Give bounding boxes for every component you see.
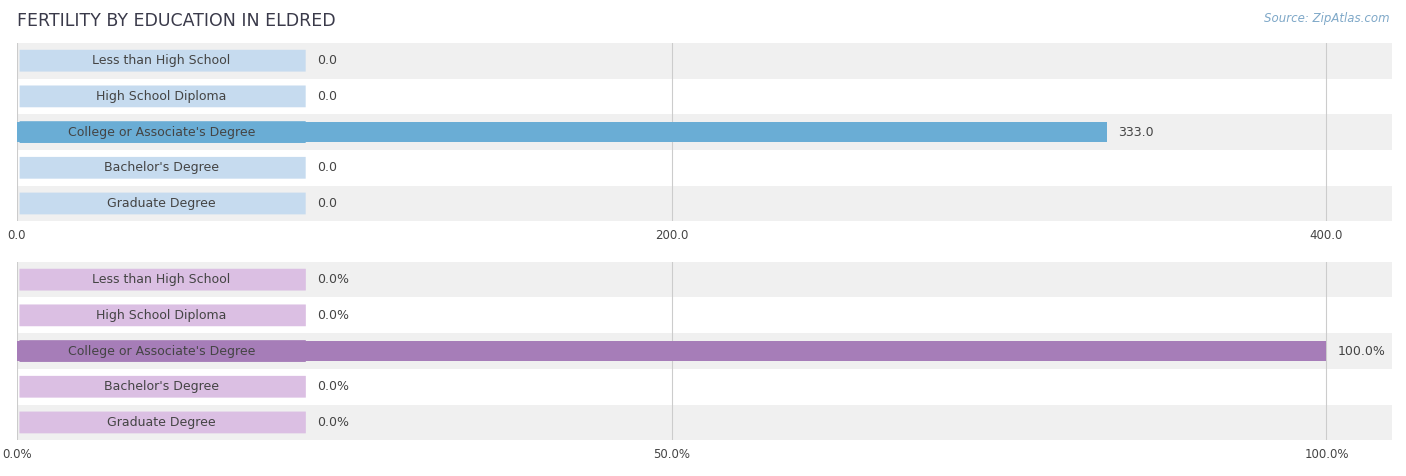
Text: College or Associate's Degree: College or Associate's Degree [67,126,254,139]
Text: 0.0: 0.0 [316,90,336,103]
Text: Graduate Degree: Graduate Degree [107,197,215,210]
Bar [17,405,1406,440]
Text: 0.0: 0.0 [316,161,336,174]
FancyBboxPatch shape [20,86,305,107]
Bar [17,262,1406,298]
Bar [17,298,1406,333]
Text: Bachelor's Degree: Bachelor's Degree [104,161,219,174]
Text: 0.0%: 0.0% [316,273,349,286]
Text: Less than High School: Less than High School [93,54,231,67]
Text: 333.0: 333.0 [1118,126,1154,139]
FancyBboxPatch shape [20,121,305,143]
Text: Source: ZipAtlas.com: Source: ZipAtlas.com [1264,12,1389,25]
Text: 0.0%: 0.0% [316,380,349,393]
Bar [17,186,1406,221]
Bar [17,333,1406,369]
Text: 0.0: 0.0 [316,54,336,67]
FancyBboxPatch shape [20,157,305,178]
Text: 0.0: 0.0 [316,197,336,210]
Bar [17,43,1406,79]
FancyBboxPatch shape [20,50,305,71]
Text: College or Associate's Degree: College or Associate's Degree [67,345,254,357]
Bar [17,369,1406,405]
Text: Bachelor's Degree: Bachelor's Degree [104,380,219,393]
Text: High School Diploma: High School Diploma [96,309,226,322]
Bar [17,341,1326,361]
FancyBboxPatch shape [20,193,305,214]
Text: 0.0%: 0.0% [316,309,349,322]
Text: High School Diploma: High School Diploma [96,90,226,103]
Text: Less than High School: Less than High School [93,273,231,286]
Text: 0.0%: 0.0% [316,416,349,429]
FancyBboxPatch shape [20,376,307,397]
Text: Graduate Degree: Graduate Degree [107,416,215,429]
Text: FERTILITY BY EDUCATION IN ELDRED: FERTILITY BY EDUCATION IN ELDRED [17,12,336,30]
FancyBboxPatch shape [20,269,307,290]
Bar [17,114,1406,150]
Bar [17,122,1107,142]
FancyBboxPatch shape [20,305,307,326]
FancyBboxPatch shape [20,412,307,433]
Text: 100.0%: 100.0% [1337,345,1385,357]
Bar [17,150,1406,186]
FancyBboxPatch shape [20,340,307,362]
Bar [17,79,1406,114]
